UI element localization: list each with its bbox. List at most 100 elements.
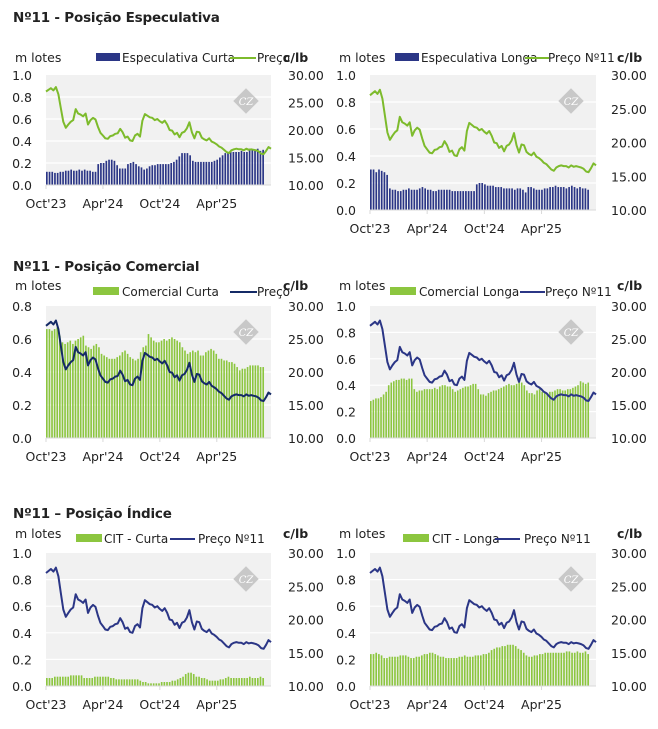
bar xyxy=(90,348,92,438)
bar xyxy=(220,358,223,438)
watermark-logo: CZ xyxy=(233,566,259,592)
bar xyxy=(197,350,199,438)
bar xyxy=(178,156,181,185)
bar xyxy=(248,676,251,686)
bar xyxy=(48,329,51,438)
bar xyxy=(446,189,448,210)
bar xyxy=(490,650,493,686)
bar xyxy=(124,350,126,438)
bar xyxy=(454,391,457,438)
bar xyxy=(437,189,440,210)
x-tick-label: Apr'24 xyxy=(82,449,123,464)
bar xyxy=(536,390,538,438)
bar xyxy=(378,654,380,686)
left-tick-label: 0.8 xyxy=(12,573,32,588)
x-tick-label: Apr'25 xyxy=(521,449,562,464)
bar xyxy=(186,153,189,185)
bar xyxy=(119,355,121,438)
bar xyxy=(160,682,163,686)
bar xyxy=(538,389,541,438)
bar xyxy=(79,337,82,438)
bar xyxy=(190,672,192,686)
bar xyxy=(557,652,560,686)
bar xyxy=(397,191,399,210)
bar xyxy=(152,683,155,686)
left-tick-label: 1.0 xyxy=(336,546,356,561)
section-title-comercial: Nº11 - Posição Comercial xyxy=(13,259,200,275)
bar xyxy=(140,167,143,185)
right-tick-label: 25.00 xyxy=(288,579,324,594)
bar xyxy=(64,676,67,686)
bar xyxy=(538,189,541,210)
bar xyxy=(576,651,579,686)
bar xyxy=(51,678,53,686)
bar xyxy=(192,674,195,686)
bar xyxy=(539,654,541,686)
bar xyxy=(511,188,513,210)
bar xyxy=(85,345,87,438)
bar xyxy=(83,678,86,686)
bar xyxy=(389,188,391,210)
bar xyxy=(497,187,500,210)
left-tick-label: 0.8 xyxy=(336,573,356,588)
bar xyxy=(549,187,551,210)
bar xyxy=(59,171,62,185)
left-tick-label: 0.4 xyxy=(336,378,356,393)
bar xyxy=(453,658,455,686)
bar xyxy=(487,393,490,438)
bar xyxy=(189,155,191,185)
bar xyxy=(520,382,523,438)
bar xyxy=(531,393,533,438)
bar xyxy=(467,191,470,210)
bar xyxy=(577,385,579,438)
bar xyxy=(229,152,232,185)
bar xyxy=(506,644,509,686)
bar xyxy=(56,327,59,438)
bar xyxy=(459,191,462,210)
svg-text:CZ: CZ xyxy=(239,575,255,586)
bar xyxy=(184,674,187,686)
bar xyxy=(232,678,235,686)
bar xyxy=(427,189,429,210)
bar xyxy=(142,347,145,438)
bar xyxy=(246,152,248,185)
bar xyxy=(385,391,387,438)
bar xyxy=(560,652,563,686)
bar xyxy=(208,680,211,686)
bar xyxy=(517,648,520,686)
bar xyxy=(394,189,397,210)
bar xyxy=(559,389,561,438)
bar xyxy=(243,678,246,686)
bar xyxy=(435,191,437,210)
bar xyxy=(154,165,156,185)
legend-bar-label: Comercial Longa xyxy=(419,285,519,299)
bar xyxy=(78,675,80,686)
bar xyxy=(163,682,166,686)
bar xyxy=(560,187,562,210)
bar xyxy=(46,171,48,185)
left-tick-label: 0.0 xyxy=(336,431,356,446)
right-tick-label: 20.00 xyxy=(288,123,324,138)
bar xyxy=(200,161,202,185)
right-tick-label: 10.00 xyxy=(611,203,647,218)
bar xyxy=(199,355,202,438)
bar xyxy=(439,656,442,686)
bar xyxy=(443,189,446,210)
right-unit-label: c/lb xyxy=(617,526,642,541)
bar xyxy=(230,678,232,686)
bar xyxy=(505,385,508,438)
bar xyxy=(508,188,511,210)
x-tick-label: Oct'24 xyxy=(464,449,505,464)
bar xyxy=(208,161,210,185)
legend-line-label: Preço Nº11 xyxy=(548,51,615,65)
bar xyxy=(168,339,171,438)
bar xyxy=(555,652,557,686)
bar xyxy=(147,334,150,438)
bar xyxy=(429,189,432,210)
bar xyxy=(557,187,560,210)
bar xyxy=(108,159,110,185)
bar xyxy=(155,342,158,438)
bar xyxy=(490,391,492,438)
price-line xyxy=(45,566,272,650)
bar xyxy=(474,383,477,438)
